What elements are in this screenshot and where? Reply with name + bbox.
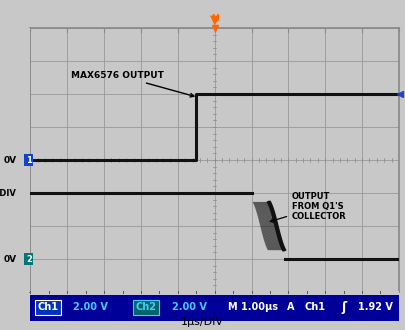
Text: U: U <box>211 14 219 24</box>
Text: Ch1: Ch1 <box>305 302 326 312</box>
Text: M 1.00μs: M 1.00μs <box>228 302 277 312</box>
Text: OUTPUT
FROM Q1'S
COLLECTOR: OUTPUT FROM Q1'S COLLECTOR <box>270 192 347 222</box>
Text: 2V/DIV: 2V/DIV <box>0 188 17 198</box>
Text: 1: 1 <box>26 155 32 165</box>
Text: 2: 2 <box>26 254 32 264</box>
Text: 1.92 V: 1.92 V <box>358 302 393 312</box>
Text: 2.00 V: 2.00 V <box>172 302 207 312</box>
Text: ʃ: ʃ <box>342 301 347 314</box>
Text: ▼: ▼ <box>210 14 220 26</box>
Text: 0V: 0V <box>4 155 17 165</box>
Text: 0V: 0V <box>4 254 17 264</box>
Text: A: A <box>286 302 294 312</box>
Text: Ch1: Ch1 <box>38 302 59 312</box>
Text: MAX6576 OUTPUT: MAX6576 OUTPUT <box>71 71 194 97</box>
Text: 1μs/DIV: 1μs/DIV <box>181 317 224 327</box>
Text: 2.00 V: 2.00 V <box>73 302 108 312</box>
Text: Ch2: Ch2 <box>135 302 156 312</box>
